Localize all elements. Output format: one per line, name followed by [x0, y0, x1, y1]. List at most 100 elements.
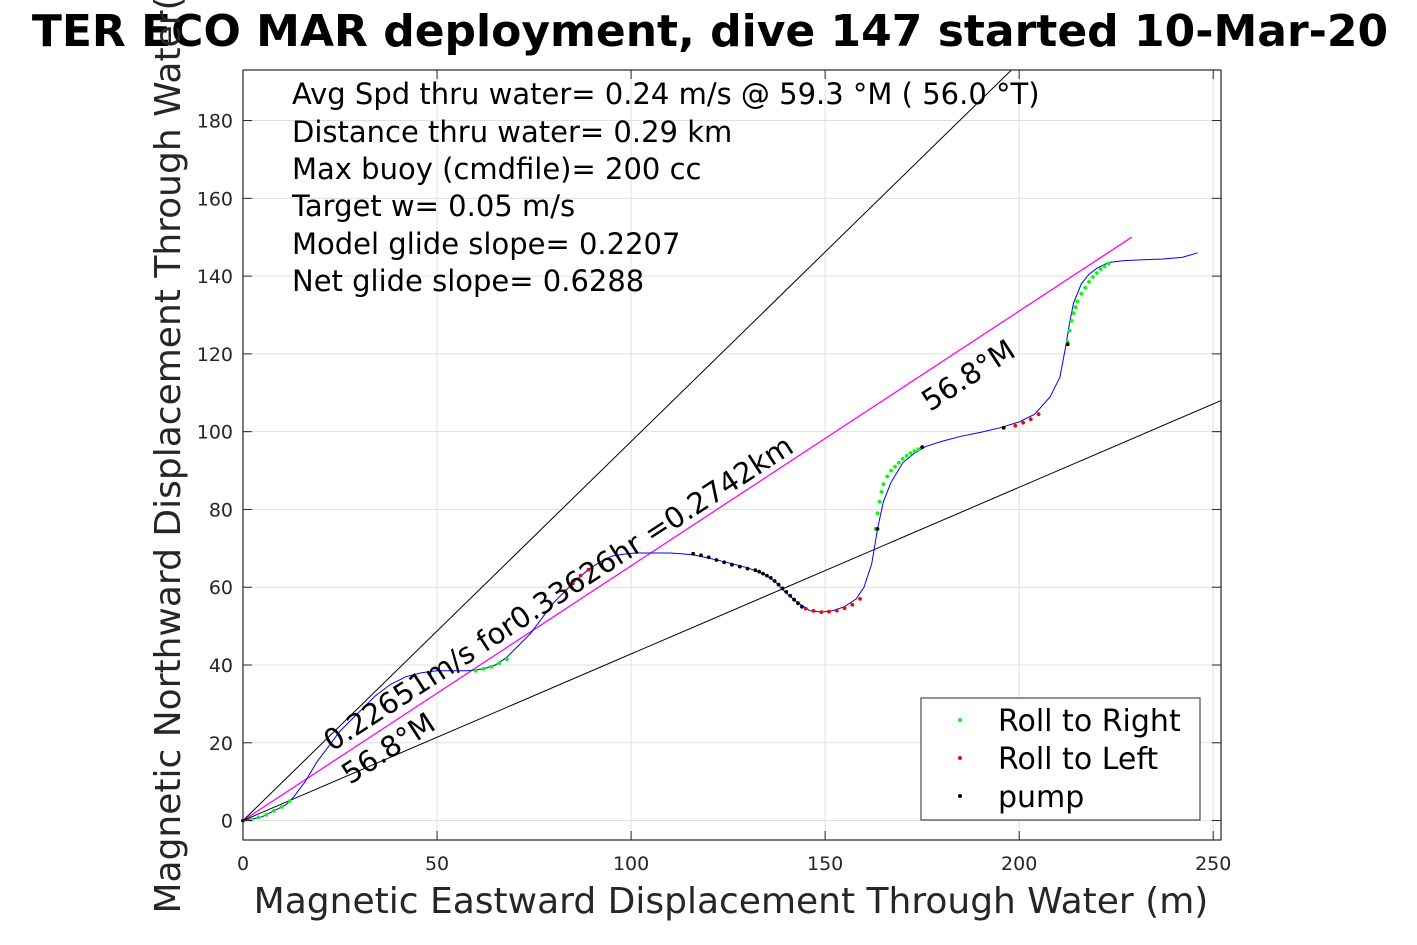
pump-point	[765, 573, 769, 578]
y-tick-label: 140	[197, 266, 233, 288]
pump-point	[1065, 342, 1070, 347]
legend-marker-roll-left	[958, 756, 962, 760]
pump-point	[722, 560, 727, 565]
y-tick-label: 40	[209, 655, 233, 677]
pump-point	[730, 562, 734, 567]
y-tick-label: 60	[209, 577, 233, 599]
pump-point	[699, 553, 703, 558]
roll-to-left-point	[586, 567, 591, 572]
roll-to-left-point	[858, 597, 862, 601]
pump-point	[761, 571, 765, 576]
roll-to-right-point	[264, 812, 269, 817]
roll-to-left-point	[850, 602, 855, 607]
pump-point	[780, 586, 785, 591]
y-tick-label: 120	[197, 344, 233, 366]
roll-to-right-point	[897, 460, 901, 465]
legend-label-roll-left: Roll to Left	[998, 742, 1158, 777]
pump-point	[784, 590, 789, 594]
heading-line-upper-series	[242, 69, 1012, 821]
pump-point	[757, 569, 762, 574]
roll-to-left-point	[571, 581, 575, 586]
roll-to-left-point	[819, 610, 824, 614]
pump-point	[800, 604, 804, 609]
x-tick-label: 100	[613, 853, 649, 875]
track-layer	[242, 252, 1198, 822]
roll-to-right-point	[908, 451, 913, 455]
roll-to-right-point	[893, 464, 897, 469]
pump-point	[1001, 425, 1006, 430]
pump-point	[706, 555, 711, 560]
roll-to-right-point	[1087, 280, 1091, 284]
roll-to-right-point	[272, 808, 276, 813]
y-tick-label: 160	[197, 188, 233, 210]
x-tick-label: 150	[807, 853, 843, 875]
roll-to-right-point	[256, 815, 261, 820]
legend-label-pump: pump	[998, 780, 1084, 815]
info-line-model-glide-slope: Model glide slope= 0.2207	[292, 227, 680, 261]
pump-point	[792, 597, 796, 602]
roll-to-right-point	[279, 805, 284, 809]
roll-to-right-point	[1073, 305, 1078, 310]
pump-point	[920, 445, 925, 450]
roll-to-left-point	[803, 606, 808, 611]
roll-to-left-point	[811, 609, 816, 613]
legend-box	[920, 697, 1201, 821]
roll-to-right-point	[1079, 291, 1084, 296]
y-tick-label: 0	[221, 811, 233, 833]
roll-to-left-point	[578, 573, 583, 578]
legend-marker-roll-right	[958, 718, 962, 722]
roll-to-right-point	[1069, 318, 1074, 323]
roll-to-left-point	[842, 606, 847, 611]
pump-point	[753, 568, 758, 572]
legend-marker-pump	[958, 794, 962, 798]
plot-frame	[242, 69, 1222, 841]
roll-to-right-point	[1083, 285, 1088, 290]
reference-lines	[242, 69, 1222, 822]
roll-to-left-point	[1028, 417, 1033, 422]
pump-point	[776, 582, 781, 587]
roll-to-right-point	[287, 799, 292, 803]
y-axis-label: Magnetic Northward Displacement Through …	[148, 0, 189, 914]
roll-to-right-point	[505, 657, 509, 662]
roll-to-right-point	[900, 457, 905, 461]
roll-to-right-point	[1094, 271, 1099, 275]
roll-to-right-point	[1071, 311, 1076, 315]
info-line-target-w: Target w= 0.05 m/s	[291, 189, 575, 223]
ticks: 0 50 100 150 200 250 0 20 40 60 80 100 120 140 160 180	[197, 70, 1231, 875]
roll-to-right-point	[912, 449, 917, 453]
roll-to-right-point	[881, 482, 886, 487]
roll-to-left-point	[827, 609, 831, 614]
roll-to-right-point	[904, 453, 909, 458]
roll-to-left-point	[563, 589, 567, 593]
roll-to-right-point	[1091, 275, 1095, 279]
info-line-net-glide-slope: Net glide slope= 0.6288	[292, 264, 644, 298]
roll-to-right-point	[889, 468, 893, 473]
legend-label-roll-right: Roll to Right	[998, 704, 1181, 739]
info-line-avg-speed: Avg Spd thru water= 0.24 m/s @ 59.3 °M (…	[292, 77, 1040, 111]
roll-to-right-point	[489, 665, 494, 669]
roll-to-right-point	[481, 667, 486, 671]
pump-point	[875, 527, 880, 531]
roll-to-right-point	[879, 490, 884, 494]
y-tick-label: 80	[209, 499, 233, 521]
reference-line-series	[242, 236, 1133, 822]
roll-to-left-point	[1013, 423, 1018, 428]
y-tick-label: 20	[209, 733, 233, 755]
x-tick-label: 50	[425, 853, 449, 875]
legend: Roll to Right Roll to Left pump	[920, 697, 1201, 821]
x-tick-label: 250	[1195, 853, 1231, 875]
pump-point	[772, 579, 777, 583]
roll-to-right-point	[474, 668, 478, 673]
pump-point	[737, 564, 742, 569]
roll-to-right-point	[875, 511, 880, 516]
pump-point	[768, 576, 773, 580]
roll-to-left-point	[1021, 420, 1025, 425]
x-axis-label: Magnetic Eastward Displacement Through W…	[254, 881, 1209, 922]
info-text-block: Avg Spd thru water= 0.24 m/s @ 59.3 °M (…	[291, 77, 1040, 298]
roll-to-right-point	[1106, 261, 1111, 266]
info-line-distance: Distance thru water= 0.29 km	[292, 115, 732, 149]
roll-to-right-point	[1102, 264, 1107, 269]
roll-to-right-point	[916, 447, 921, 452]
x-tick-label: 200	[1001, 853, 1037, 875]
